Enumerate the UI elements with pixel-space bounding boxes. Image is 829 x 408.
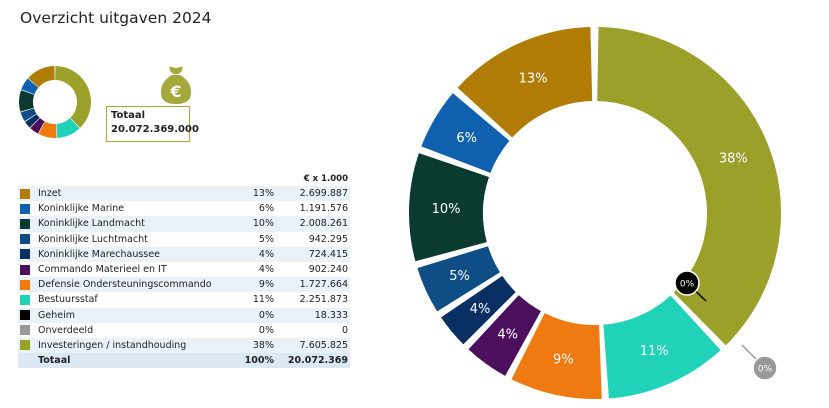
legend-total-pct: 100%: [232, 353, 276, 369]
donut-slice: [597, 27, 781, 346]
legend-label: Bestuursstaf: [38, 294, 98, 306]
legend-row: Onverdeeld 0% 0: [18, 323, 350, 338]
total-value: 20.072.369.000: [111, 124, 199, 135]
legend-row: Defensie Ondersteuningscommando 9% 1.727.6…: [18, 277, 350, 293]
legend-table: € x 1.000 Inzet 13% 2.699.887 Koninklijke M…: [18, 172, 350, 369]
donut-slice: [421, 93, 510, 173]
legend-label: Commando Materieel en IT: [38, 264, 167, 276]
legend-swatch: [20, 294, 30, 305]
legend-row: Investeringen / instandhouding 38% 7.605.8…: [18, 337, 350, 354]
legend-amount: 1.191.576: [299, 203, 348, 215]
total-label: Totaal: [111, 110, 146, 121]
callout-bubble: [674, 270, 700, 296]
legend-swatch: [20, 310, 30, 321]
legend-pct: 9%: [232, 277, 276, 293]
donut-slice: [417, 246, 500, 312]
legend-pct: 0%: [232, 307, 276, 323]
legend-amount: 2.699.887: [276, 186, 350, 202]
slice-label: 11%: [640, 344, 669, 359]
slice-label: 5%: [449, 269, 470, 284]
legend-row: Inzet 13% 2.699.887: [18, 186, 350, 202]
legend-swatch: [20, 249, 30, 260]
legend-label: Koninklijke Marechaussee: [36, 246, 232, 262]
slice-label: 38%: [719, 152, 748, 167]
slice-label: 6%: [456, 131, 477, 146]
donut-slice: [408, 153, 489, 262]
donut-slice: [603, 295, 721, 399]
callout-label: 0%: [758, 365, 773, 375]
legend-row: Bestuursstaf 11% 2.251.873: [18, 292, 350, 307]
legend-row: Koninklijke Luchtmacht 5% 942.295: [18, 232, 350, 247]
legend-amount: 7.605.825: [276, 337, 350, 354]
donut-slice: [468, 295, 541, 376]
money-bag-icon: €: [160, 66, 192, 104]
legend-row: Geheim 0% 18.333: [18, 307, 350, 323]
slice-label: 10%: [432, 202, 461, 217]
legend-label: Koninklijke Landmacht: [36, 216, 232, 232]
legend-amount: 0: [341, 324, 348, 336]
legend-pct: 4%: [258, 264, 274, 276]
legend-amount: 902.240: [308, 264, 348, 276]
slice-label: 4%: [497, 328, 518, 343]
legend-total-row: Totaal 100% 20.072.369: [18, 353, 350, 369]
slice-label: 13%: [519, 71, 548, 86]
donut-slice: [441, 275, 516, 345]
legend-swatch: [20, 203, 30, 214]
legend-amount: 1.727.664: [276, 277, 350, 293]
euro-symbol: €: [169, 82, 181, 101]
legend-swatch: [20, 340, 30, 351]
unit-header: € x 1.000: [303, 174, 348, 184]
donut-slice: [511, 313, 602, 399]
legend-label: Onverdeeld: [38, 324, 94, 336]
legend-amount: 18.333: [276, 307, 350, 323]
total-box: Totaal 20.072.369.000: [106, 106, 199, 142]
legend-pct: 13%: [232, 186, 276, 202]
legend-label: Inzet: [36, 186, 232, 202]
legend-row: Koninklijke Landmacht 10% 2.008.261: [18, 216, 350, 232]
callout-bubble: [752, 355, 778, 381]
legend-swatch: [20, 188, 30, 199]
legend-amount: 2.008.261: [276, 216, 350, 232]
legend-amount: 942.295: [308, 233, 348, 245]
legend-amount: 724.415: [276, 246, 350, 262]
legend-amount: 2.251.873: [299, 294, 348, 306]
legend-pct: 10%: [232, 216, 276, 232]
legend-swatch: [20, 325, 30, 336]
legend-pct: 4%: [232, 246, 276, 262]
callout-label: 0%: [680, 280, 695, 290]
legend-swatch: [20, 218, 30, 229]
legend-label: Defensie Ondersteuningscommando: [36, 277, 232, 293]
legend-swatch: [20, 234, 30, 245]
legend-pct: 11%: [252, 294, 274, 306]
legend-label: Geheim: [36, 307, 232, 323]
legend-pct: 38%: [232, 337, 276, 354]
legend-label: Koninklijke Luchtmacht: [38, 233, 148, 245]
legend-pct: 5%: [258, 233, 274, 245]
legend-label: Koninklijke Marine: [38, 203, 125, 215]
donut-slice: [457, 27, 593, 138]
legend-label: Investeringen / instandhouding: [36, 337, 232, 354]
legend-row: Koninklijke Marine 6% 1.191.576: [18, 201, 350, 216]
page-title: Overzicht uitgaven 2024: [20, 9, 212, 27]
legend-swatch: [20, 279, 30, 290]
legend-row: Koninklijke Marechaussee 4% 724.415: [18, 246, 350, 262]
slice-label: 4%: [470, 302, 491, 317]
legend-total-amount: 20.072.369: [276, 353, 350, 369]
legend-total-label: Totaal: [36, 353, 232, 369]
legend-pct: 0%: [258, 324, 274, 336]
legend-row: Commando Materieel en IT 4% 902.240: [18, 262, 350, 277]
legend-swatch: [20, 264, 30, 275]
legend-pct: 6%: [258, 203, 274, 215]
slice-label: 9%: [553, 353, 574, 368]
